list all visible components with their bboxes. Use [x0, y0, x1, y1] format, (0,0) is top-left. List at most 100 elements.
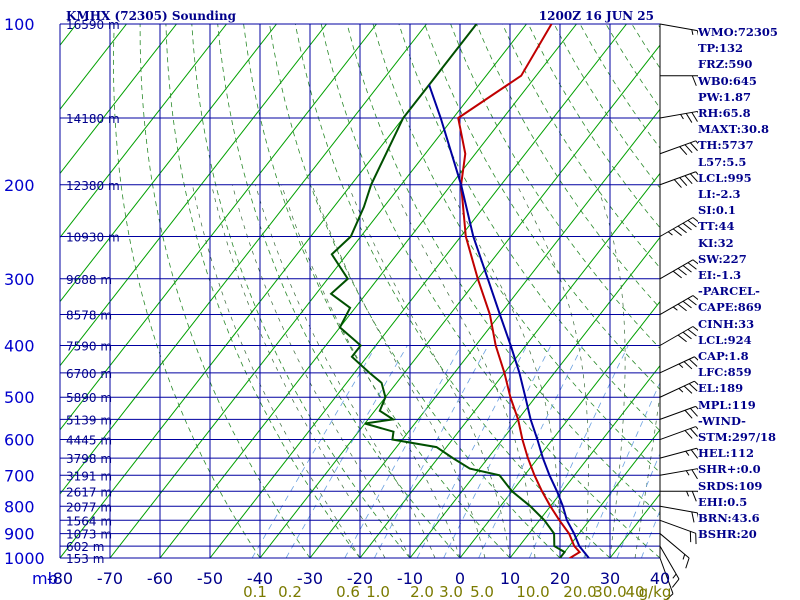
- height-label: 1564 m: [66, 514, 112, 528]
- wind-barb: [659, 217, 698, 237]
- pressure-tick-label: 800: [4, 497, 35, 516]
- sounding-index: EL:189: [698, 381, 744, 396]
- isotherm-line: [60, 24, 277, 303]
- pressure-tick-label: 200: [4, 176, 35, 195]
- mixing-ratio-label: 0.6: [336, 583, 360, 600]
- wind-barb: [660, 490, 698, 502]
- temperature-tick-label: -10: [397, 569, 423, 588]
- sounding-index: PW:1.87: [698, 89, 752, 104]
- temperature-trace: [457, 24, 582, 558]
- sounding-index: TT:44: [698, 219, 735, 234]
- wind-barb: [659, 447, 698, 459]
- pressure-tick-label: 300: [4, 270, 35, 289]
- isotherm-line: [60, 24, 227, 239]
- wind-barb: [659, 356, 698, 374]
- mixing-ratio-label: 3.0: [439, 583, 463, 600]
- wind-barb: [659, 505, 698, 523]
- mixing-ratio-label: 0.1: [243, 583, 267, 600]
- isotherm-line: [109, 24, 527, 558]
- wind-barb: [659, 426, 698, 441]
- sounding-index: LCL:924: [698, 332, 752, 347]
- isotherm-line: [60, 24, 377, 431]
- temperature-tick-label: -20: [347, 569, 373, 588]
- sounding-index: SHR+:0.0: [698, 462, 761, 477]
- sounding-index: CINH:33: [698, 316, 755, 331]
- temperature-tick-label: 10: [500, 569, 520, 588]
- wind-barb: [659, 140, 698, 155]
- sounding-index: LFC:859: [698, 365, 752, 380]
- wind-barbs: [659, 23, 698, 600]
- isotherm-line: [359, 172, 660, 558]
- height-label: 7590 m: [66, 340, 112, 354]
- temperature-tick-label: 20: [550, 569, 570, 588]
- mixing-ratio-label: 0.2: [278, 583, 302, 600]
- temperature-tick-label: -70: [97, 569, 123, 588]
- mixing-ratio-label: 30.0: [593, 583, 626, 600]
- mixing-ratio-label: 2.0: [410, 583, 434, 600]
- isotherm-line: [60, 24, 427, 495]
- sounding-index: L57:5.5: [698, 154, 747, 169]
- height-label: 14180 m: [66, 112, 120, 126]
- height-label: 10930 m: [66, 230, 120, 244]
- temperature-tick-label: -50: [197, 569, 223, 588]
- sounding-time: 1200Z 16 JUN 25: [539, 9, 654, 23]
- wind-barb: [660, 75, 698, 86]
- mixing-ratio-label: 1.0: [366, 583, 390, 600]
- sounding-index: TH:5737: [698, 138, 754, 153]
- pressure-axis-label: mb: [32, 569, 58, 588]
- sounding-index: CAP:1.8: [698, 349, 749, 364]
- sounding-index: -PARCEL-: [698, 284, 760, 299]
- pressure-tick-label: 100: [4, 15, 35, 34]
- sounding-index: HEL:112: [698, 446, 754, 461]
- height-label: 16590 m: [66, 18, 120, 32]
- wind-barb: [659, 545, 680, 588]
- sounding-index: CAPE:869: [698, 300, 762, 315]
- wind-barb: [659, 380, 698, 398]
- height-label: 602 m: [66, 540, 104, 554]
- temperature-tick-label: -40: [247, 569, 273, 588]
- mixing-ratio-label: 5.0: [470, 583, 494, 600]
- sounding-index: EI:-1.3: [698, 268, 742, 283]
- sounding-index: LI:-2.3: [698, 187, 741, 202]
- height-label: 5890 m: [66, 391, 112, 405]
- height-label: 3798 m: [66, 452, 112, 466]
- pressure-tick-label: 400: [4, 337, 35, 356]
- wind-barb: [659, 519, 697, 545]
- sounding-index: WB0:645: [698, 73, 757, 88]
- sounding-index: WMO:72305: [698, 25, 778, 39]
- sounding-index: MPL:119: [698, 397, 756, 412]
- temperature-tick-label: -30: [297, 569, 323, 588]
- sounding-index: KI:32: [698, 235, 734, 250]
- temperature-tick-label: 40: [650, 569, 670, 588]
- isotherm-line: [309, 108, 660, 558]
- height-label: 3191 m: [66, 469, 112, 483]
- isotherm-line: [559, 428, 660, 558]
- sounding-index: BRN:43.6: [698, 511, 760, 526]
- height-label: 1073 m: [66, 528, 112, 542]
- isotherm-line: [509, 364, 660, 558]
- sounding-index: STM:297/18: [698, 430, 777, 445]
- height-label: 153 m: [66, 552, 104, 566]
- sounding-index: SRDS:109: [698, 478, 763, 493]
- isotherm-line: [60, 24, 327, 367]
- height-label: 2617 m: [66, 485, 112, 499]
- parcel-trace: [428, 84, 591, 558]
- sounding-index: MAXT:30.8: [698, 122, 769, 137]
- station-title: KMHX (72305) Sounding: [66, 9, 237, 23]
- height-label: 4445 m: [66, 434, 112, 448]
- pressure-tick-label: 500: [4, 388, 35, 407]
- sounding-index: EHI:0.5: [698, 494, 748, 509]
- temperature-tick-label: -60: [147, 569, 173, 588]
- sounding-index: FRZ:590: [698, 57, 753, 72]
- mixing-ratio-label: 10.0: [516, 583, 549, 600]
- sounding-index: SW:227: [698, 251, 747, 266]
- mixing-ratio-label: 20.0: [563, 583, 596, 600]
- temperature-tick-label: 30: [600, 569, 620, 588]
- isotherm-line: [259, 44, 660, 558]
- pressure-tick-label: 900: [4, 525, 35, 544]
- temperature-tick-label: -80: [47, 569, 73, 588]
- wind-barb: [659, 295, 698, 315]
- sounding-index: LCL:995: [698, 170, 752, 185]
